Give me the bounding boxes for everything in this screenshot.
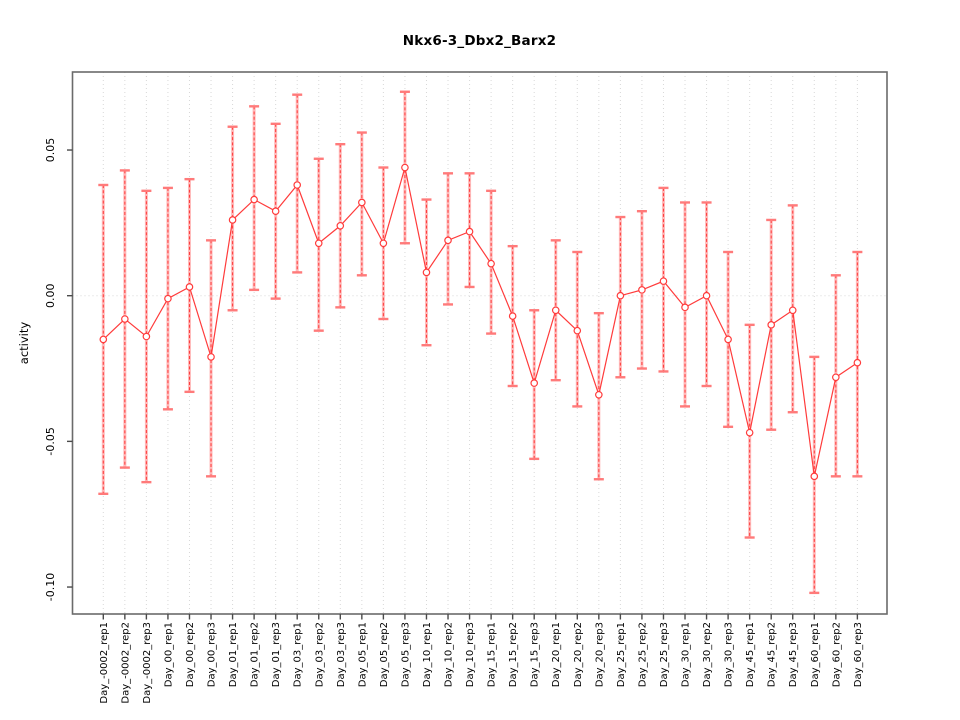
x-tick-label: Day_45_rep1 <box>745 622 756 687</box>
x-tick-label: Day_20_rep2 <box>573 622 584 687</box>
plot-frame <box>71 71 888 615</box>
data-point <box>616 291 625 300</box>
data-point <box>142 332 151 341</box>
x-tick-label: Day_10_rep2 <box>444 622 455 687</box>
data-point <box>551 306 560 315</box>
data-point <box>508 312 517 320</box>
data-point <box>336 221 345 230</box>
data-point <box>595 390 603 399</box>
data-point <box>164 294 172 303</box>
x-tick-label: Day_-0002_rep3 <box>142 622 153 704</box>
x-tick-label: Day_-0002_rep1 <box>99 622 110 704</box>
x-tick-label: Day_20_rep3 <box>594 622 605 687</box>
data-point <box>250 195 258 204</box>
x-tick-label: Day_00_rep1 <box>163 622 174 687</box>
data-point <box>422 268 431 277</box>
x-tick-label: Day_45_rep3 <box>788 622 799 687</box>
x-tick-label: Day_30_rep2 <box>702 622 713 687</box>
data-point <box>293 181 302 189</box>
data-point <box>832 373 840 382</box>
x-tick-label: Day_-0002_rep2 <box>120 622 131 704</box>
data-point <box>681 303 689 312</box>
y-tick-label: -0.05 <box>44 427 57 455</box>
x-tick-label: Day_03_rep2 <box>314 622 325 687</box>
x-tick-label: Day_25_rep1 <box>616 622 627 687</box>
data-point <box>228 216 237 224</box>
data-point <box>767 321 775 329</box>
x-tick-label: Day_03_rep3 <box>336 622 347 687</box>
data-point <box>465 227 474 236</box>
x-tick-label: Day_60_rep2 <box>831 622 842 687</box>
data-point <box>638 286 646 294</box>
data-point <box>444 236 452 245</box>
y-tick-label: 0.00 <box>44 283 57 308</box>
x-tick-label: Day_01_rep3 <box>271 622 282 687</box>
x-tick-label: Day_25_rep2 <box>637 622 648 687</box>
x-tick-label: Day_30_rep3 <box>724 622 735 687</box>
data-point <box>810 472 819 481</box>
data-point <box>121 315 129 323</box>
x-tick-label: Day_01_rep2 <box>250 622 261 687</box>
y-tick-label: 0.05 <box>44 138 57 163</box>
data-point <box>185 283 194 291</box>
data-point <box>702 291 711 300</box>
x-tick-label: Day_15_rep3 <box>530 622 541 687</box>
x-tick-label: Day_10_rep1 <box>422 622 433 687</box>
x-tick-label: Day_45_rep2 <box>767 622 778 687</box>
data-point <box>788 306 797 315</box>
x-tick-label: Day_01_rep1 <box>228 622 239 687</box>
x-tick-label: Day_15_rep1 <box>487 622 498 687</box>
x-tick-label: Day_10_rep3 <box>465 622 476 687</box>
x-tick-label: Day_03_rep1 <box>293 622 304 687</box>
data-point <box>379 239 388 248</box>
y-tick-label: -0.10 <box>44 573 57 601</box>
data-point <box>530 379 539 387</box>
x-tick-label: Day_25_rep3 <box>659 622 670 687</box>
data-point <box>573 326 582 335</box>
x-tick-label: Day_05_rep1 <box>357 622 368 687</box>
data-point <box>659 277 668 285</box>
data-point <box>99 335 108 344</box>
x-tick-label: Day_00_rep2 <box>185 622 196 687</box>
x-tick-label: Day_20_rep1 <box>551 622 562 687</box>
data-point <box>745 428 754 437</box>
data-point <box>401 163 409 172</box>
data-point <box>724 335 732 344</box>
x-tick-label: Day_30_rep1 <box>681 622 692 687</box>
x-tick-label: Day_60_rep1 <box>810 622 821 687</box>
x-tick-label: Day_60_rep3 <box>853 622 864 687</box>
x-tick-label: Day_00_rep3 <box>207 622 218 687</box>
data-point <box>314 239 323 248</box>
x-tick-label: Day_15_rep2 <box>508 622 519 687</box>
data-point <box>853 358 862 367</box>
chart-title: Nkx6-3_Dbx2_Barx2 <box>402 33 557 49</box>
x-tick-label: Day_05_rep3 <box>400 622 411 687</box>
data-point <box>271 207 280 216</box>
series-line <box>102 167 858 477</box>
data-point <box>207 353 215 361</box>
data-point <box>487 259 495 268</box>
data-point <box>358 198 366 207</box>
x-tick-label: Day_05_rep2 <box>379 622 390 687</box>
